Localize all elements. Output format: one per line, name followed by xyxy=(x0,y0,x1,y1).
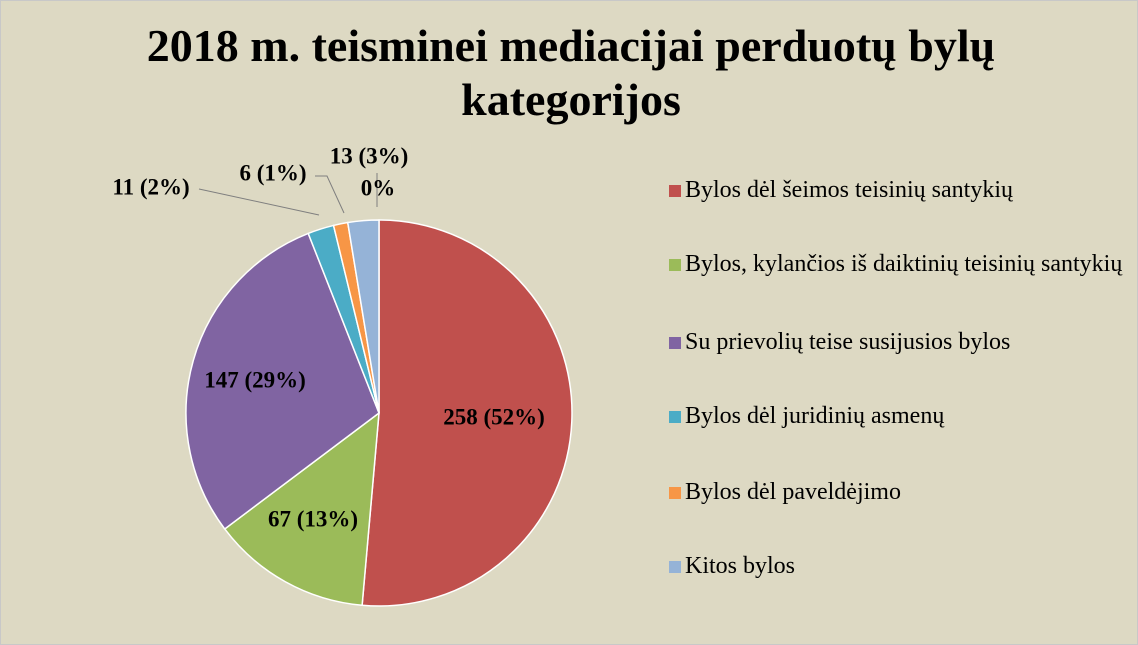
legend-swatch xyxy=(669,337,681,349)
chart-title: 2018 m. teisminei mediacijai perduotų by… xyxy=(146,20,996,125)
legend-swatch xyxy=(669,487,681,499)
legend-label: Bylos, kylančios iš daiktinių teisinių s… xyxy=(685,251,1123,277)
legend-label: Bylos dėl juridinių asmenų xyxy=(685,403,945,429)
data-label: 258 (52%) xyxy=(443,404,545,429)
pie-slice xyxy=(346,219,380,414)
legend-swatch xyxy=(669,411,681,423)
legend-swatch xyxy=(669,259,681,271)
legend-label: Kitos bylos xyxy=(685,553,796,579)
leader-line xyxy=(315,175,345,214)
legend-label: Bylos dėl šeimos teisinių santykių xyxy=(685,177,1013,203)
legend-item: Bylos dėl juridinių asmenų xyxy=(669,400,1135,433)
legend-item: Bylos dėl paveldėjimo xyxy=(669,476,1135,509)
data-label: 147 (29%) xyxy=(204,367,306,392)
data-label: 6 (1%) xyxy=(239,160,306,185)
data-label: 67 (13%) xyxy=(268,506,358,531)
legend-label: Su prievolių teise susijusios bylos xyxy=(685,329,1011,355)
pie-slice xyxy=(185,232,380,531)
legend-item: Bylos dėl šeimos teisinių santykių xyxy=(669,174,1135,207)
legend-item: Kitos bylos xyxy=(669,550,1135,583)
data-label: 13 (3%) xyxy=(330,143,409,168)
leader-line xyxy=(198,188,320,216)
data-label: 11 (2%) xyxy=(112,174,189,199)
legend-item: Su prievolių teise susijusios bylos xyxy=(669,326,1135,359)
legend-item: Bylos, kylančios iš daiktinių teisinių s… xyxy=(669,248,1135,281)
legend-swatch xyxy=(669,561,681,573)
legend-swatch xyxy=(669,185,681,197)
annotation: 0% xyxy=(361,175,396,200)
pie-slice xyxy=(361,219,573,607)
pie-slice xyxy=(223,411,380,607)
legend-label: Bylos dėl paveldėjimo xyxy=(685,479,901,505)
